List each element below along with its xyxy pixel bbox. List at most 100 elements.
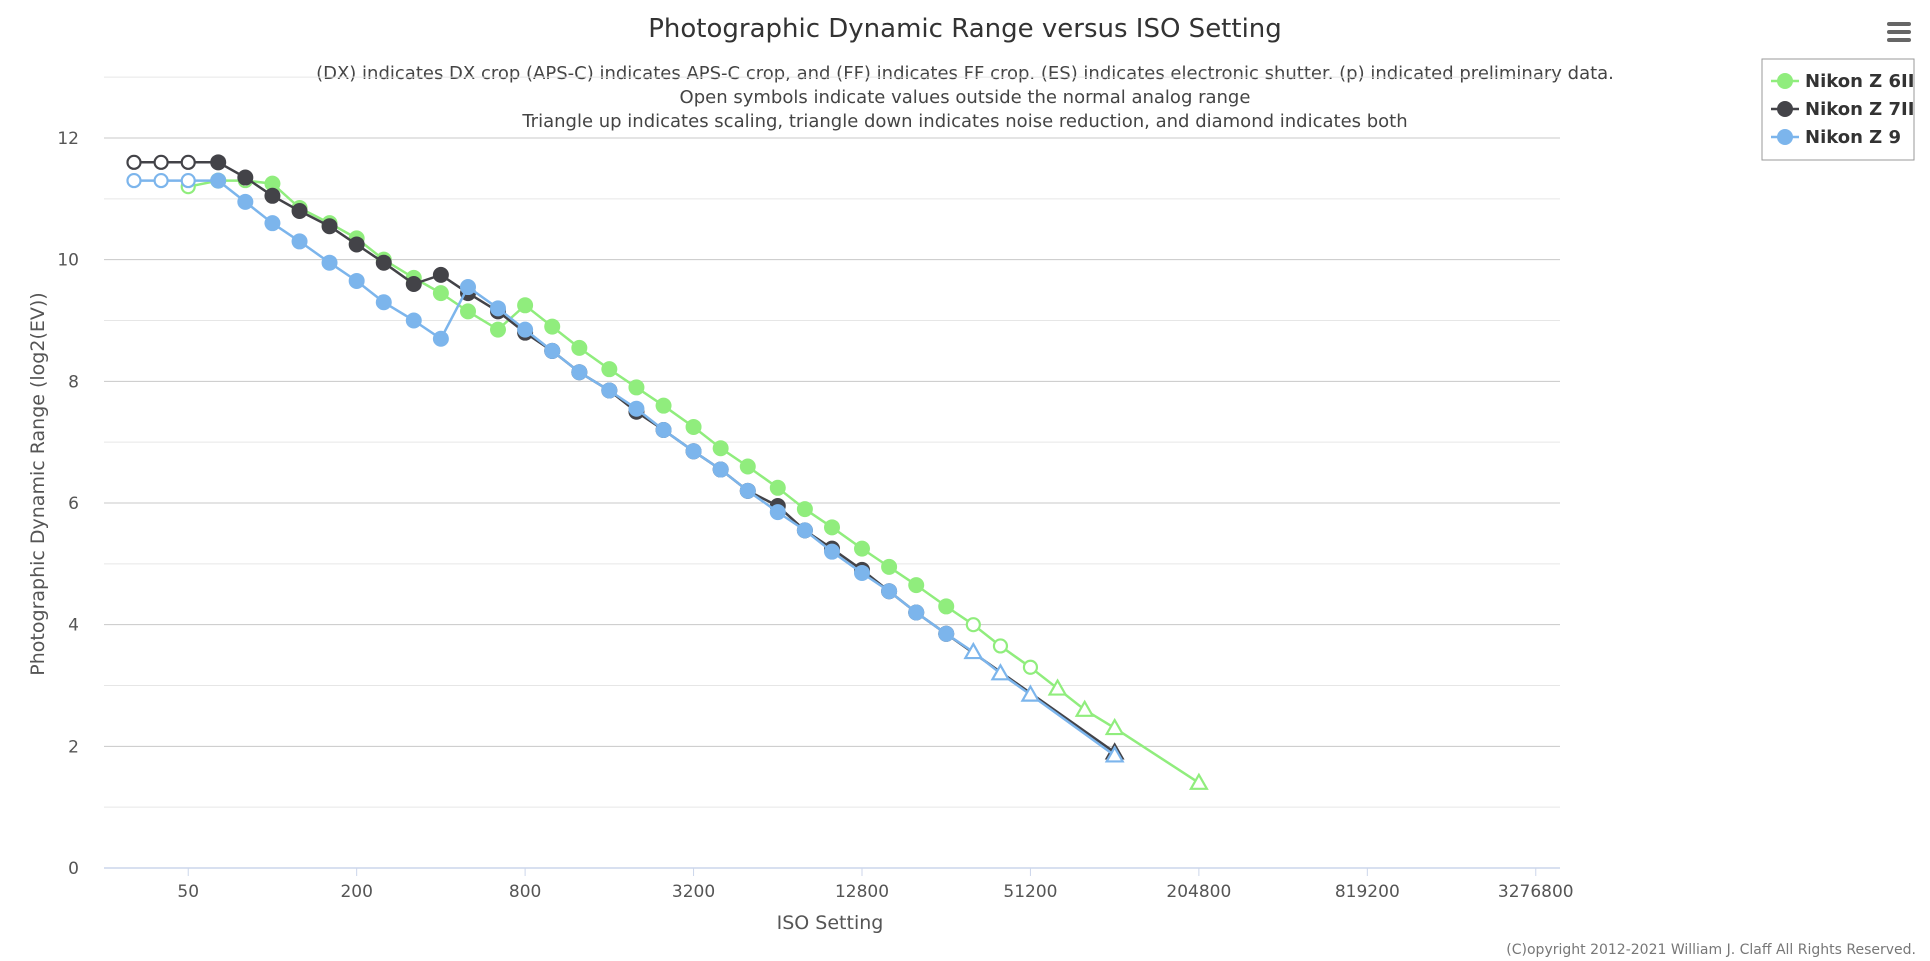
data-point [432, 266, 449, 283]
data-point [405, 276, 422, 292]
data-point [938, 625, 955, 642]
data-point [321, 218, 338, 235]
legend-marker [1777, 101, 1793, 117]
data-point [264, 187, 281, 204]
hamburger-menu-icon[interactable] [1880, 16, 1914, 46]
legend-label: Nikon Z 6II [1805, 71, 1914, 92]
legend-marker [1777, 73, 1793, 89]
data-point [938, 598, 955, 615]
data-point-triangle [963, 641, 984, 660]
data-point [881, 558, 898, 575]
data-point [601, 361, 618, 378]
y-tick-label: 0 [68, 859, 79, 879]
x-tick-label: 204800 [1166, 882, 1231, 902]
data-point-triangle [1020, 684, 1041, 702]
data-point [348, 236, 365, 253]
x-axis-ticks: 50 200 800 3200 12800 51200 204800 819200 327680… [177, 868, 1574, 902]
data-point-open [126, 154, 142, 170]
legend-label: Nikon Z 7II [1805, 99, 1914, 120]
legend-item[interactable]: Nikon Z 7II [1771, 99, 1914, 120]
data-point [544, 342, 561, 359]
data-point [769, 504, 786, 521]
y-axis-ticks: 0 2 4 6 8 10 12 [57, 129, 79, 879]
legend-item[interactable]: Nikon Z 9 [1771, 127, 1901, 148]
data-point [405, 312, 422, 329]
chart-title: Photographic Dynamic Range versus ISO Se… [648, 14, 1282, 44]
series-line [134, 179, 1116, 757]
x-axis-title: ISO Setting [777, 912, 884, 934]
data-point-triangle [1104, 745, 1125, 763]
data-point-triangle [990, 663, 1011, 681]
data-point [489, 321, 506, 338]
x-tick-label: 50 [177, 882, 199, 902]
y-tick-label: 6 [68, 494, 79, 514]
data-point-open [153, 154, 169, 170]
data-point [210, 172, 227, 189]
data-point-open [1022, 659, 1039, 675]
data-point [489, 300, 506, 317]
data-point [908, 577, 925, 594]
data-point-triangle [1074, 699, 1095, 717]
grid [104, 76, 1560, 869]
data-point [601, 382, 618, 399]
credits-text: (C)opyright 2012-2021 William J. Claff A… [1506, 942, 1916, 958]
y-tick-label: 4 [68, 616, 79, 636]
data-point [796, 501, 813, 518]
data-point [291, 203, 308, 219]
data-point [375, 254, 392, 271]
data-point [739, 458, 756, 475]
data-point [881, 583, 898, 600]
data-point-triangle [1047, 678, 1068, 696]
legend: Nikon Z 6II Nikon Z 7II Nikon Z 9 [1761, 58, 1915, 161]
data-point [739, 482, 756, 499]
chart-subtitle-line-2: Open symbols indicate values outside the… [680, 87, 1251, 108]
data-point [628, 400, 645, 417]
legend-marker [1777, 129, 1793, 145]
data-point [655, 397, 672, 414]
x-tick-label: 12800 [835, 882, 889, 902]
x-tick-label: 3276800 [1498, 882, 1574, 902]
data-point [460, 279, 476, 296]
series-1 [126, 154, 1125, 760]
legend-label: Nikon Z 9 [1805, 127, 1901, 148]
x-tick-label: 819200 [1335, 882, 1400, 902]
data-point-open [180, 154, 196, 170]
data-point [712, 440, 729, 457]
series-2 [126, 172, 1125, 763]
chart-subtitle-line-3: Triangle up indicates scaling, triangle … [521, 111, 1407, 132]
data-point [291, 233, 308, 250]
x-tick-label: 800 [509, 882, 541, 902]
data-point [824, 543, 840, 560]
data-point [375, 294, 392, 311]
data-point [571, 339, 588, 356]
data-point-open [180, 172, 196, 189]
data-point [517, 297, 534, 314]
data-point-open [153, 172, 169, 189]
data-point [655, 422, 672, 438]
data-point [210, 154, 227, 171]
data-point-open [126, 172, 142, 189]
y-tick-label: 12 [57, 129, 79, 149]
x-tick-label: 3200 [672, 882, 715, 902]
data-point [628, 379, 645, 396]
series-layer [126, 154, 1209, 790]
data-point [432, 285, 449, 302]
data-point [264, 175, 281, 192]
data-point [824, 519, 840, 536]
series-line [134, 161, 1116, 754]
data-point [853, 564, 870, 581]
data-point [796, 522, 813, 539]
data-point [460, 303, 476, 320]
data-point [853, 540, 870, 557]
data-point [769, 479, 786, 496]
legend-item[interactable]: Nikon Z 6II [1771, 71, 1914, 92]
data-point [908, 604, 925, 621]
data-point-triangle [1188, 772, 1209, 790]
data-point [517, 321, 534, 338]
data-point [712, 461, 729, 478]
data-point [685, 443, 702, 460]
y-tick-label: 8 [68, 372, 79, 392]
y-axis-title: Photographic Dynamic Range (log2(EV)) [27, 292, 49, 675]
data-point [264, 215, 281, 232]
